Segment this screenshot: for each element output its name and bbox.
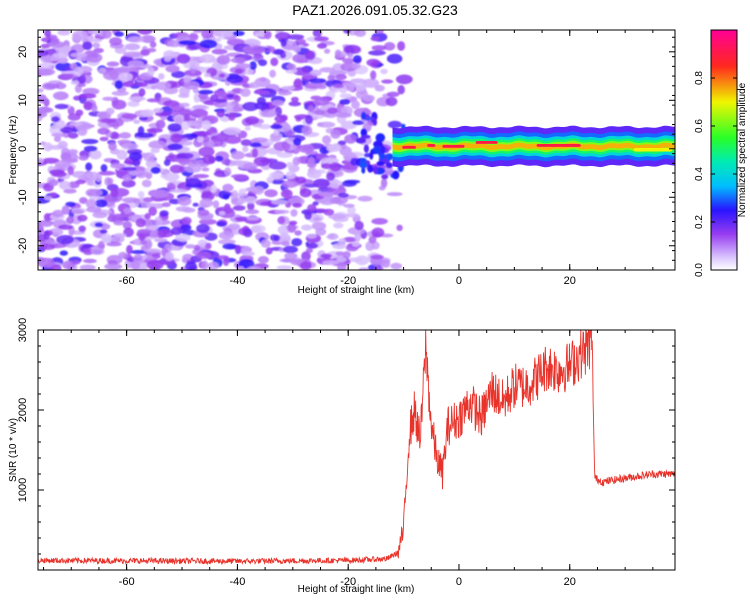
y-tick-label: 2000 xyxy=(17,398,29,422)
heatmap-plot-area xyxy=(38,30,675,270)
x-axis-label: Height of straight line (km) xyxy=(298,285,415,296)
x-tick-label: -40 xyxy=(229,275,245,287)
x-tick-label: 20 xyxy=(564,576,576,588)
snr-series-line xyxy=(38,330,675,566)
snr-plot-area xyxy=(38,330,675,566)
y-axis-label: SNR (10 * v/v) xyxy=(8,418,19,482)
y-tick-label: 0 xyxy=(17,146,29,152)
y-tick-label: 20 xyxy=(17,46,29,58)
y-tick-label: 1000 xyxy=(17,478,29,502)
x-tick-label: -60 xyxy=(119,576,135,588)
chart-title: PAZ1.2026.091.05.32.G23 xyxy=(292,2,458,18)
x-tick-label: -60 xyxy=(119,275,135,287)
x-tick-label: -40 xyxy=(229,576,245,588)
y-tick-label: -10 xyxy=(17,189,29,205)
x-tick-label: -20 xyxy=(340,275,356,287)
colorbar-tick-label: 0.6 xyxy=(694,119,705,133)
y-axis-label: Frequency (Hz) xyxy=(8,116,19,185)
snr-frame xyxy=(37,329,676,571)
x-tick-label: 0 xyxy=(456,275,462,287)
colorbar: 0.0 0.2 0.4 0.6 0.8 Normalized spectral ampli… xyxy=(694,29,748,277)
colorbar-tick-label: 0.4 xyxy=(694,167,705,181)
heatmap-frame xyxy=(37,29,676,271)
colorbar-label: Normalized spectral amplitude xyxy=(737,82,748,217)
colorbar-gradient xyxy=(710,29,738,271)
snr-background xyxy=(38,330,675,570)
colorbar-tick-label: 0.8 xyxy=(694,71,705,85)
x-tick-label: -20 xyxy=(340,576,356,588)
heatmap-noise xyxy=(38,30,413,270)
x-tick-label: 0 xyxy=(456,576,462,588)
heatmap-tone xyxy=(392,125,675,168)
x-axis-label: Height of straight line (km) xyxy=(298,584,415,595)
colorbar-tick-label: 0.2 xyxy=(694,215,705,229)
y-tick-label: 3000 xyxy=(17,318,29,342)
y-tick-label: -20 xyxy=(17,238,29,254)
y-tick-label: 10 xyxy=(17,94,29,106)
x-tick-label: 20 xyxy=(564,275,576,287)
colorbar-tick-label: 0.0 xyxy=(694,263,705,277)
